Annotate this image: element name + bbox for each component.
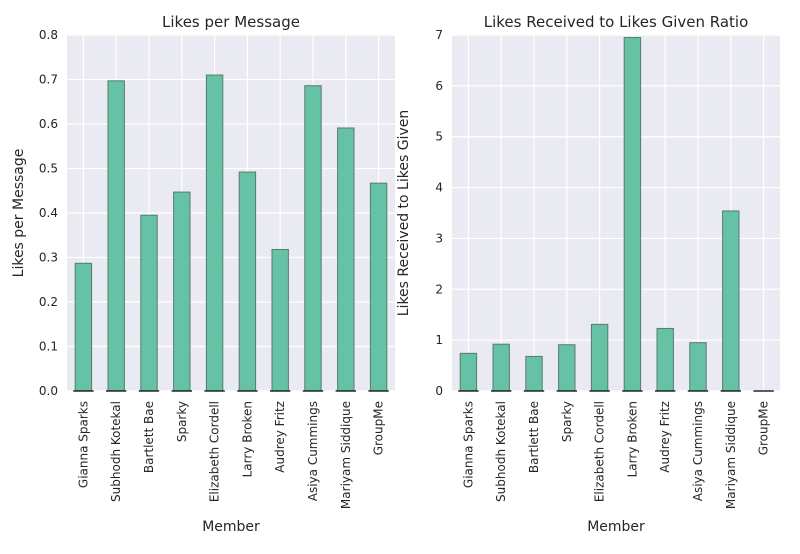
x-axis-label: Member <box>202 519 260 535</box>
x-tick-label: Larry Broken <box>240 401 254 477</box>
x-tick-label: Mariyam Siddique <box>339 401 353 509</box>
x-tick-label: Subhodh Kotekal <box>494 401 508 502</box>
x-tick-label: Audrey Fritz <box>273 401 287 473</box>
x-tick-label: Gianna Sparks <box>461 401 475 488</box>
bar <box>304 85 322 392</box>
chart-title: Likes per Message <box>162 13 300 31</box>
bar <box>337 127 355 392</box>
y-tick-label: 0 <box>435 384 443 398</box>
bars <box>73 74 389 392</box>
x-tick-label: Asiya Cummings <box>691 401 705 501</box>
y-tick-label: 0.1 <box>39 340 58 354</box>
bar <box>558 344 576 392</box>
bar <box>722 210 740 392</box>
y-axis-label: Likes Received to Likes Given <box>396 110 412 316</box>
bar <box>369 182 388 392</box>
y-tick-label: 0.0 <box>39 384 58 398</box>
bar <box>74 262 93 392</box>
bar <box>271 248 289 392</box>
bar <box>107 80 125 392</box>
y-tick-label: 0.5 <box>39 162 58 176</box>
y-tick-label: 0.4 <box>39 206 58 220</box>
x-tick-label: Larry Broken <box>625 401 639 477</box>
x-axis-label: Member <box>587 519 645 535</box>
y-tick-labels: 0 1 2 3 4 5 6 7 <box>435 28 443 398</box>
x-tick-label: Bartlett Bae <box>142 401 156 473</box>
bar <box>689 342 707 392</box>
x-tick-label: GroupMe <box>372 401 386 455</box>
y-tick-label: 4 <box>435 181 443 195</box>
y-tick-labels: 0.0 0.1 0.2 0.3 0.4 0.5 0.6 0.7 0.8 <box>39 28 58 398</box>
bar <box>205 74 224 392</box>
chart-title: Likes Received to Likes Given Ratio <box>484 13 749 31</box>
y-tick-label: 0.8 <box>39 28 58 42</box>
y-tick-label: 6 <box>435 79 443 93</box>
y-tick-label: 0.3 <box>39 251 58 265</box>
x-tick-label: Asiya Cummings <box>306 401 320 501</box>
x-tick-label: Audrey Fritz <box>658 401 672 473</box>
x-tick-label: Gianna Sparks <box>76 401 90 488</box>
y-tick-label: 0.2 <box>39 295 58 309</box>
likes-per-message-chart: 0.0 0.1 0.2 0.3 0.4 0.5 0.6 0.7 0.8 Gianna Spark… <box>11 13 395 535</box>
y-tick-label: 1 <box>435 333 443 347</box>
bar <box>238 171 257 392</box>
x-tick-label: Elizabeth Cordell <box>593 401 607 502</box>
bar <box>525 355 543 392</box>
y-axis-label: Likes per Message <box>11 149 27 278</box>
x-tick-label: Elizabeth Cordell <box>208 401 222 502</box>
x-tick-labels: Gianna Sparks Subhodh Kotekal Bartlett Bae… <box>76 401 385 509</box>
y-tick-label: 0.6 <box>39 117 58 131</box>
bar <box>459 352 478 392</box>
bar <box>173 191 191 392</box>
y-tick-label: 3 <box>435 231 443 245</box>
bar <box>656 327 674 392</box>
grid-lines <box>452 34 780 392</box>
x-tick-labels: Gianna Sparks Subhodh Kotekal Bartlett Bae… <box>461 401 770 509</box>
x-tick-label: GroupMe <box>757 401 771 455</box>
y-tick-label: 5 <box>435 130 443 144</box>
bar <box>623 37 642 392</box>
x-tick-label: Bartlett Bae <box>527 401 541 473</box>
x-tick-label: Mariyam Siddique <box>724 401 738 509</box>
bar <box>140 214 158 392</box>
bar <box>492 343 510 392</box>
y-tick-label: 2 <box>435 282 443 296</box>
x-tick-label: Sparky <box>175 401 189 442</box>
likes-ratio-chart: 0 1 2 3 4 5 6 7 Gianna Sparks Subhodh Kotekal Bar… <box>396 13 780 535</box>
y-tick-label: 0.7 <box>39 73 58 87</box>
bar <box>590 323 609 392</box>
bars <box>458 37 774 392</box>
x-tick-label: Subhodh Kotekal <box>109 401 123 502</box>
x-tick-label: Sparky <box>560 401 574 442</box>
y-tick-label: 7 <box>435 28 443 42</box>
